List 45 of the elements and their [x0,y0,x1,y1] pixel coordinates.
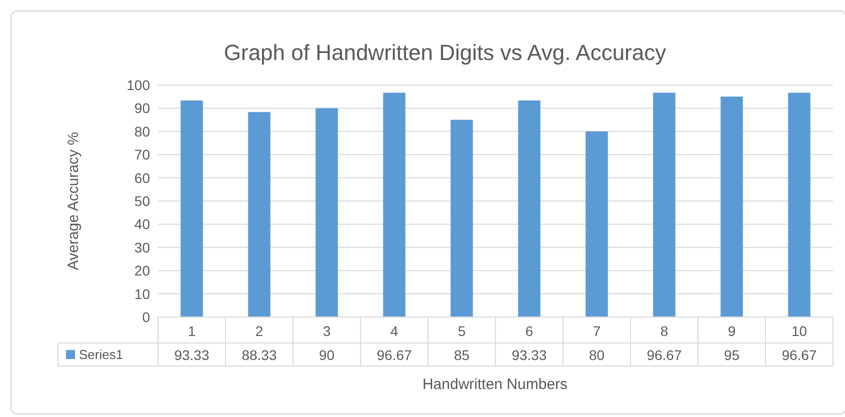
y-axis-title: Average Accuracy % [65,132,82,270]
x-tick-label: 8 [660,323,668,339]
data-label: 96.67 [376,347,412,363]
y-tick-label: 50 [134,193,150,209]
bar [518,100,540,317]
y-tick-label: 70 [134,146,150,163]
data-label: 93.33 [512,347,547,363]
y-tick-label: 10 [134,286,150,302]
data-label: 93.33 [174,347,210,363]
x-tick-label: 2 [255,323,264,339]
x-tick-label: 6 [525,323,534,339]
y-tick-label: 30 [134,239,150,256]
chart-title: Graph of Handwritten Digits vs Avg. Accuracy [224,40,666,65]
data-label: 88.33 [242,347,277,363]
y-tick-label: 40 [134,216,150,232]
y-tick-label: 90 [134,100,150,116]
bar [586,131,608,317]
legend-label: Series1 [79,347,124,362]
bar [180,100,203,317]
x-tick-label: 7 [592,323,601,339]
x-tick-label: 9 [728,323,736,339]
bar [720,96,743,317]
bar [450,120,473,317]
x-tick-label: 10 [791,323,808,339]
x-axis-title: Handwritten Numbers [422,376,568,393]
y-tick-label: 80 [134,123,150,140]
data-label: 96.67 [782,347,817,363]
y-tick-label: 60 [134,170,150,186]
x-tick-label: 1 [188,323,196,339]
data-label: 80 [588,347,605,363]
bar [653,92,676,317]
data-label: 95 [724,347,740,363]
bar [383,92,406,317]
data-label: 96.67 [646,347,682,363]
bar [788,92,810,317]
y-tick-label: 100 [126,77,150,93]
y-tick-label: 0 [142,309,150,325]
x-tick-label: 3 [322,323,331,339]
data-label: 85 [454,347,470,363]
bar [316,108,338,317]
y-tick-label: 20 [134,262,150,279]
data-label: 90 [318,347,335,363]
bar [248,112,270,317]
x-tick-label: 4 [390,323,398,339]
x-tick-label: 5 [458,323,466,339]
